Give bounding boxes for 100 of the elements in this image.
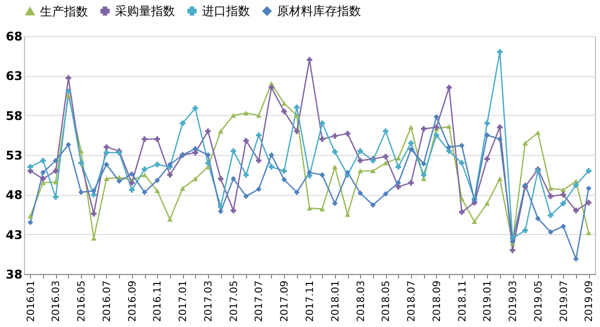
x-tick-label: 2016.07: [102, 280, 113, 322]
point: [484, 201, 490, 206]
point: [472, 219, 478, 224]
point: [306, 170, 312, 176]
point: [420, 172, 426, 178]
point: [319, 120, 325, 126]
point: [522, 140, 528, 146]
x-tick-label: 2018.07: [406, 280, 418, 322]
point: [104, 176, 110, 182]
point: [78, 148, 84, 154]
point: [205, 152, 211, 158]
point: [192, 176, 198, 182]
legend-label: 原材料库存指数: [277, 4, 361, 18]
point: [52, 168, 58, 174]
point: [370, 202, 376, 208]
x-tick-label: 2019.07: [558, 280, 570, 322]
point: [560, 200, 566, 206]
point: [52, 180, 58, 184]
point: [268, 152, 274, 158]
point: [358, 158, 363, 164]
point: [256, 132, 262, 138]
x-tick-label: 2018.01: [330, 280, 342, 322]
point: [167, 216, 173, 222]
point: [497, 124, 503, 130]
point: [586, 186, 592, 192]
point: [332, 164, 338, 170]
point: [459, 196, 465, 202]
point: [281, 176, 287, 182]
x-tick-label: 2017.09: [280, 280, 291, 322]
point: [396, 180, 402, 186]
point: [548, 229, 554, 235]
point: [116, 178, 122, 184]
x-tick-label: 2017.05: [228, 280, 240, 322]
point: [408, 146, 414, 152]
point: [510, 247, 516, 253]
point: [218, 208, 224, 214]
point: [294, 112, 300, 118]
point: [548, 194, 554, 199]
point: [268, 164, 274, 170]
point: [28, 214, 34, 218]
point: [192, 146, 198, 152]
point: [91, 188, 97, 194]
point: [396, 164, 402, 170]
point: [497, 49, 503, 55]
point: [218, 204, 224, 210]
point: [408, 124, 414, 130]
point: [382, 191, 388, 197]
legend-label: 生产指数: [40, 4, 88, 18]
point: [332, 200, 338, 206]
point: [281, 168, 287, 174]
y-tick-label: 68: [6, 30, 22, 44]
point: [205, 128, 211, 134]
point: [548, 212, 554, 218]
point: [230, 176, 236, 182]
point: [230, 112, 236, 118]
legend-label: 采购量指数: [115, 4, 175, 18]
point: [66, 142, 72, 148]
point: [535, 216, 541, 222]
point: [154, 136, 160, 142]
point: [243, 194, 249, 199]
point: [535, 130, 541, 136]
x-tick-label: 2016.11: [152, 280, 164, 322]
point: [256, 186, 262, 192]
point: [256, 112, 262, 118]
y-tick-label: 63: [6, 69, 22, 84]
x-tick-label: 2016.01: [26, 280, 37, 322]
point: [167, 162, 173, 168]
point: [294, 128, 300, 134]
point: [446, 84, 452, 90]
point: [218, 128, 224, 134]
x-tick-label: 2016.09: [127, 280, 138, 322]
point: [294, 104, 300, 110]
point: [344, 170, 350, 176]
point: [205, 160, 211, 166]
point: [154, 162, 160, 168]
point: [28, 164, 34, 170]
point: [142, 166, 148, 172]
point: [573, 256, 579, 262]
point: [358, 190, 363, 196]
x-tick-label: 2018.11: [457, 280, 468, 322]
point: [332, 133, 338, 139]
point: [180, 186, 186, 191]
point: [154, 178, 160, 184]
point: [243, 172, 249, 178]
point: [459, 142, 465, 148]
point: [104, 144, 110, 150]
point: [344, 130, 350, 136]
point: [142, 136, 148, 142]
point: [319, 136, 325, 142]
point: [459, 160, 465, 166]
point: [319, 172, 325, 178]
point: [319, 206, 325, 212]
y-tick-label: 53: [6, 148, 22, 162]
x-tick-label: 2017.11: [305, 280, 316, 322]
point: [497, 136, 503, 142]
point: [40, 170, 46, 176]
y-tick-label: 43: [6, 228, 22, 242]
point: [218, 176, 224, 182]
point: [40, 158, 46, 164]
point: [52, 194, 58, 200]
